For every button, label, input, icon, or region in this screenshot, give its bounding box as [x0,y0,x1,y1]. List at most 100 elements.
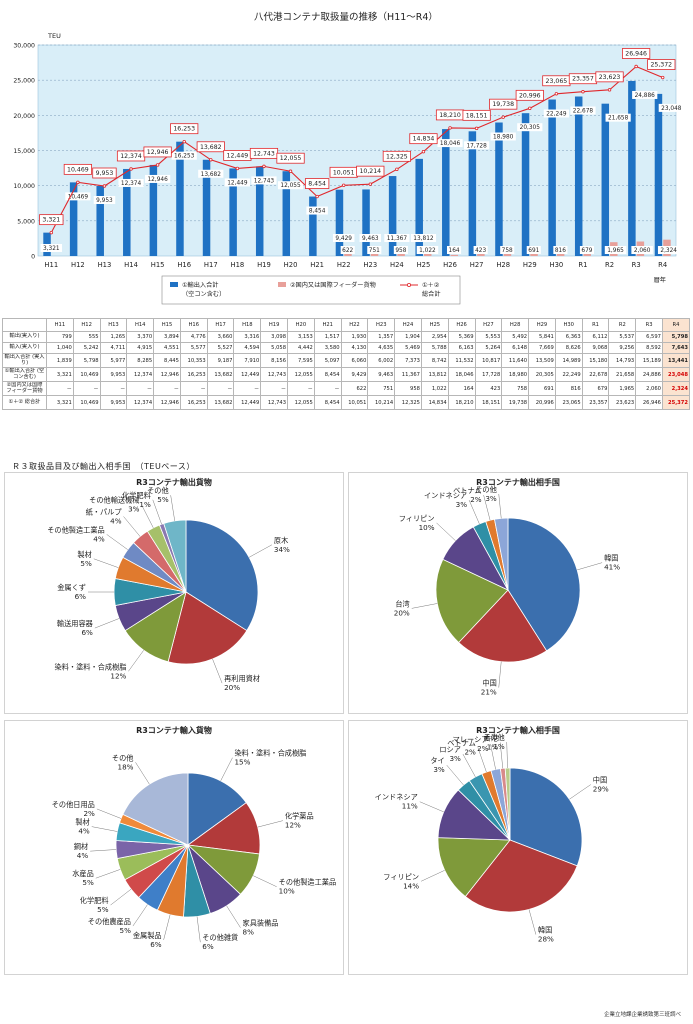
pie-leader-line [123,516,141,537]
table-cell: 3,580 [313,342,342,354]
pie-slice [187,772,247,846]
table-row: 輸出入合計 (実入り) 1,839 5,798 5,977 8,285 8,445 10,3… [2,353,691,368]
total-label-box [595,71,624,83]
container-data-table: H11 H12 H13 H14 H15 H16 H17 H18 H19 H20 H21 H22 H23 H… [2,318,691,410]
pie-slice-percent: 1% [139,500,151,509]
table-cell: 8,626 [554,342,583,354]
table-cell: 23,065 [554,395,583,410]
total-point [209,158,213,162]
x-tick-label: H27 [470,261,484,269]
pie-slice-name: その他製造工業品 [47,525,105,534]
table-header-cell: H12 [72,318,101,332]
x-tick-label: H13 [98,261,112,269]
table-cell: 18,210 [447,395,476,410]
total-value-label: 12,946 [147,149,169,156]
bar-total [574,96,583,256]
pie-slice-percent: 1% [493,742,505,751]
legend-label-total: ①輸出入合計 [182,281,218,289]
pie-slice-name: 韓国 [538,926,552,935]
table-cell: 8,285 [126,353,155,368]
table-cell: 5,577 [179,342,208,354]
table-cell: 25,372 [661,395,691,410]
total-label-box [622,48,651,59]
x-tick-label: H30 [549,261,563,269]
total-point [501,115,505,119]
bar-total [521,113,530,256]
bar-label-bg [224,178,250,187]
total-value-label: 12,325 [386,153,408,160]
table-header-cell: H21 [313,318,342,332]
total-value-label: 23,065 [546,78,568,85]
feeder-value-label: 679 [581,248,592,254]
table-cell: － [72,381,101,396]
bar-label-bg [464,141,490,150]
bar-total [415,158,423,256]
total-point [155,163,160,167]
x-tick-label: H17 [204,261,218,269]
table-cell: 11,532 [447,353,476,368]
table-cell: 164 [447,381,476,396]
table-cell: 11,367 [394,367,422,382]
pie-title: R3コンテナ輸出貨物 [136,477,212,487]
y-tick-label: 20,000 [13,113,35,120]
x-tick-label: R4 [658,261,667,269]
table-cell: 799 [46,331,74,343]
table-cell: 751 [367,381,396,396]
bar-label-bg [340,246,355,254]
bar-label-bg [367,246,382,254]
table-cell: 12,449 [233,367,262,382]
pie-slice-percent: 12% [110,671,126,680]
table-header-cell: H30 [554,318,583,332]
total-point [182,139,186,144]
pie-slice-name: その他 [147,486,169,495]
table-cell: 5,369 [447,331,476,343]
table-row-label: 輸出(実入り) [2,331,47,343]
table-cell: 6,148 [501,342,530,354]
pie-slice-name: 染料・塗料・合成樹脂 [55,662,127,671]
y-tick-label: 10,000 [13,183,35,190]
bar-total [229,168,237,256]
table-cell: 12,946 [153,395,181,410]
y-tick-label: 25,000 [13,78,35,85]
total-value-label: 18,151 [466,112,488,119]
total-label-box [304,178,330,189]
bar-label-bg [306,206,328,215]
pie-slice-name: 染料・塗料・合成樹脂 [234,749,306,758]
total-value-label: 3,321 [42,217,60,224]
pie-slice-percent: 3% [128,505,140,514]
legend-label-line: ①＋② [422,282,440,289]
table-cell: 13,682 [206,367,235,382]
table-cell: 6,060 [340,353,369,368]
bar-label-bg [198,169,224,178]
table-cell: 7,643 [661,342,691,354]
table-cell: 12,449 [233,395,262,410]
pie-slice-percent: 18% [118,762,134,771]
bar-label-bg [553,246,568,254]
table-cell: 12,374 [126,367,155,382]
pie-slice-percent: 29% [593,785,609,794]
y-tick-label: 5,000 [17,218,35,225]
total-point [102,184,107,188]
bar-label-bg [526,246,541,254]
pie-slice-percent: 28% [538,935,554,944]
pie-slice-name: 韓国 [604,554,618,563]
feeder-value-label: 2,324 [660,248,677,254]
feeder-value-label: 751 [369,248,380,254]
pie-slice-name: 中国 [482,679,496,688]
table-row-label: 輸入(実入り) [2,342,47,354]
table-cell: 3,660 [206,331,235,343]
table-cell: 2,954 [420,331,449,343]
pie-slice-percent: 15% [234,758,250,767]
pie-slice-name: その他 [475,485,497,494]
table-cell: 20,996 [528,395,556,410]
y-axis-unit: TEU [47,32,61,40]
table-cell: 13,682 [206,395,235,410]
table-cell: 816 [554,381,583,396]
table-header-cell: H18 [233,318,262,332]
pie-slice-name: 化学肥料 [80,896,109,905]
table-cell: 16,253 [179,367,208,382]
table-cell: － [126,381,155,396]
pie-leader-line [528,909,537,935]
total-value-label: 12,743 [253,150,275,157]
